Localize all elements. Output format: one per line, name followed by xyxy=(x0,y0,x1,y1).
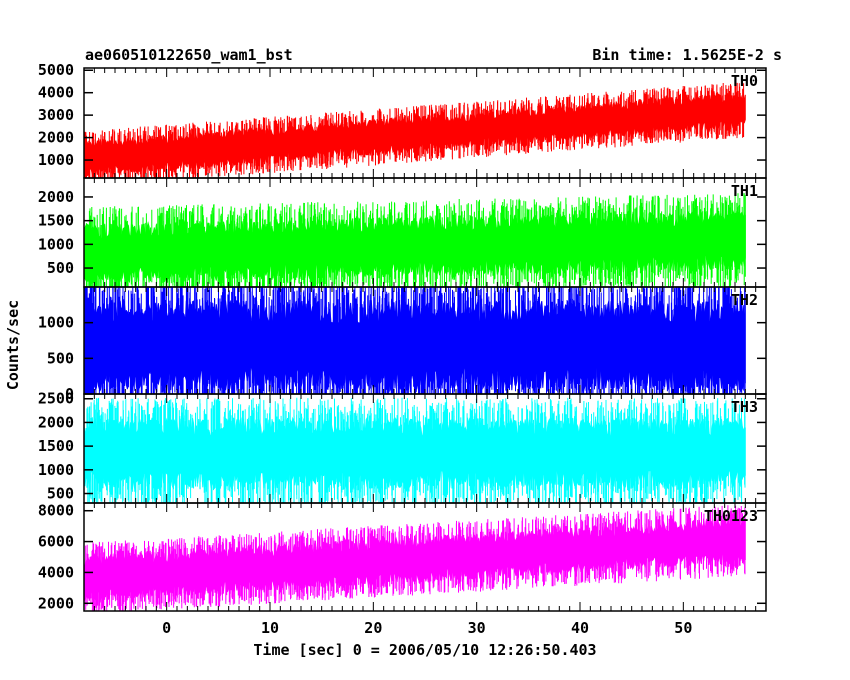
panel-th0123: 2000 4000 6000 8000 TH0123 xyxy=(38,502,767,612)
y-tick-label: 500 xyxy=(47,485,74,503)
panel-th1: 500 1000 1500 2000 TH1 xyxy=(38,177,767,288)
y-tick-label: 1500 xyxy=(38,212,74,230)
x-axis-title: Time [sec] 0 = 2006/05/10 12:26:50.403 xyxy=(253,641,596,659)
panel-label: TH2 xyxy=(731,291,758,309)
y-tick-label: 2000 xyxy=(38,413,74,431)
y-tick-label: 4000 xyxy=(38,84,74,102)
series-th2-spikes xyxy=(84,287,746,394)
y-tick-label: 2500 xyxy=(38,390,74,408)
y-tick-label: 1000 xyxy=(38,235,74,253)
y-tick-label: 0 xyxy=(65,385,74,403)
series-th3-spikes xyxy=(86,397,746,503)
y-tick-label: 4000 xyxy=(38,563,74,581)
y-tick-label: 2000 xyxy=(38,594,74,612)
chart-title: ae060510122650_wam1_bst xyxy=(85,46,293,64)
y-axis-title: Counts/sec xyxy=(4,300,22,390)
y-tick-label: 3000 xyxy=(38,106,74,124)
y-tick-label: 500 xyxy=(47,349,74,367)
series-th0-spikes xyxy=(84,82,745,178)
y-tick-label: 2000 xyxy=(38,129,74,147)
series-th1-spikes xyxy=(85,193,746,287)
panel-label: TH0 xyxy=(731,72,758,90)
panel-label: TH0123 xyxy=(704,507,758,525)
panel-label: TH3 xyxy=(731,398,758,416)
bin-time-label: Bin time: 1.5625E-2 s xyxy=(592,46,782,64)
y-tick-label: 6000 xyxy=(38,533,74,551)
panel-th2: 0 500 1000 TH2 xyxy=(38,286,767,403)
x-tick-label: 40 xyxy=(571,619,589,637)
y-tick-label: 1500 xyxy=(38,437,74,455)
y-tick-label: 1000 xyxy=(38,461,74,479)
panel-th0: 1000 2000 3000 4000 5000 TH0 xyxy=(38,61,767,179)
y-tick-label: 1000 xyxy=(38,314,74,332)
y-tick-label: 8000 xyxy=(38,502,74,520)
x-tick-label: 30 xyxy=(468,619,486,637)
y-tick-label: 5000 xyxy=(38,61,74,79)
x-tick-label: 20 xyxy=(364,619,382,637)
x-tick-label: 50 xyxy=(674,619,692,637)
y-tick-label: 2000 xyxy=(38,188,74,206)
y-tick-label: 500 xyxy=(47,259,74,277)
panel-label: TH1 xyxy=(731,182,758,200)
x-tick-label: 0 xyxy=(162,619,171,637)
panel-th3: 500 1000 1500 2000 2500 TH3 xyxy=(38,390,767,504)
y-tick-label: 1000 xyxy=(38,151,74,169)
x-tick-label: 10 xyxy=(261,619,279,637)
series-th0123-spikes xyxy=(84,505,746,611)
